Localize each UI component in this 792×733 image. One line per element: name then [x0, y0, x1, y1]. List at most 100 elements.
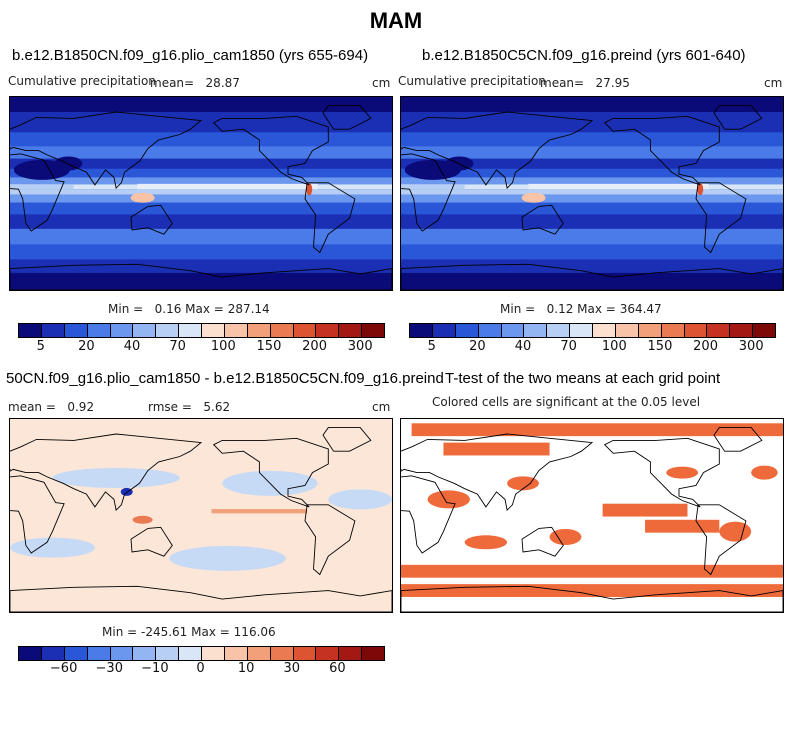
- negative-anomaly: [10, 537, 95, 558]
- significant-region: [443, 442, 550, 456]
- mean-top-left: mean= 28.87: [150, 76, 240, 90]
- continent-outline: [304, 504, 356, 576]
- significant-region: [666, 466, 699, 479]
- max-value: 364.47: [619, 302, 662, 316]
- andes-max: [697, 183, 704, 196]
- colorbar-swatch: [432, 324, 456, 337]
- colorbar-bottom-left: [18, 646, 385, 661]
- figure-title: MAM: [369, 8, 423, 33]
- colorbar-swatch: [110, 647, 134, 660]
- colorbar-swatch: [410, 324, 433, 337]
- precip-band: [401, 189, 783, 195]
- colorbar-tick-label: −10: [141, 661, 169, 676]
- units-top-left: cm: [372, 76, 391, 90]
- colorbar-swatch: [362, 324, 384, 337]
- minmax-top-left: Min = 0.16 Max = 287.14: [108, 302, 270, 316]
- mean-value: 0.92: [67, 400, 95, 414]
- colorbar-tick-label: 150: [647, 339, 673, 354]
- precip-band: [401, 132, 783, 147]
- rmse-label: rmse =: [148, 400, 192, 414]
- colorbar-swatch: [478, 324, 502, 337]
- difference-field: [10, 419, 392, 612]
- precip-band: [10, 259, 392, 273]
- colorbar-swatch: [270, 324, 294, 337]
- precip-field: [401, 97, 783, 290]
- precip-band: [401, 214, 783, 229]
- precip-band: [10, 177, 392, 185]
- colorbar-swatch: [19, 647, 42, 660]
- mean-bottom-left: mean = 0.92: [8, 400, 94, 414]
- colorbar-swatch: [661, 324, 685, 337]
- max-label: Max =: [185, 302, 224, 316]
- precip-band: [401, 177, 783, 185]
- min-label: Min =: [108, 302, 144, 316]
- precip-band: [10, 146, 392, 159]
- min-label: Min =: [102, 625, 138, 639]
- colorbar-swatch: [316, 324, 340, 337]
- colorbar-tick-label: 0: [196, 661, 205, 676]
- colorbar-swatch: [156, 324, 180, 337]
- min-value: -245.61: [141, 625, 188, 639]
- colorbar-swatch: [593, 324, 616, 337]
- continent-outline: [695, 182, 747, 254]
- precip-band: [10, 168, 392, 178]
- precip-band: [10, 194, 392, 203]
- colorbar-swatch: [501, 324, 525, 337]
- colorbar-swatch: [316, 647, 340, 660]
- significant-region: [401, 584, 783, 597]
- continent-outline: [10, 153, 65, 232]
- positive-anomaly: [132, 515, 153, 524]
- precip-band: [10, 272, 392, 290]
- panel-title-top-left: b.e12.B1850CN.f09_g16.plio_cam1850 (yrs …: [12, 47, 369, 64]
- significant-region: [549, 528, 582, 545]
- continent-outline: [401, 433, 594, 512]
- precip-band: [10, 244, 392, 260]
- mean-label: mean =: [8, 400, 56, 414]
- precip-band: [10, 214, 392, 229]
- continent-outline: [304, 182, 356, 254]
- precip-band: [10, 112, 392, 133]
- continent-outline: [401, 263, 783, 290]
- mean-value: 28.87: [205, 76, 240, 90]
- significant-region: [645, 519, 720, 533]
- continent-outline: [401, 585, 783, 612]
- rmse-value: 5.62: [203, 400, 231, 414]
- max-value: 287.14: [227, 302, 270, 316]
- colorbar-tick-label: 5: [427, 339, 436, 354]
- precip-band: [401, 259, 783, 273]
- colorbar-swatch: [64, 647, 88, 660]
- colorbar-tick-label: 20: [78, 339, 95, 354]
- units-bottom-left: cm: [372, 400, 391, 414]
- cumulative-label-top-left: Cumulative precipitation: [8, 74, 156, 88]
- continent-outline: [713, 427, 763, 452]
- significant-region: [719, 521, 752, 542]
- negative-anomaly: [328, 489, 392, 510]
- continent-outline: [603, 115, 720, 186]
- colorbar-tick-label: 40: [123, 339, 141, 354]
- diff-background: [10, 419, 392, 612]
- panel-title-bottom-right: T-test of the two means at each grid poi…: [445, 370, 721, 387]
- precip-band: [401, 244, 783, 260]
- precip-field: [10, 97, 392, 290]
- colorbar-swatch: [41, 324, 65, 337]
- precip-band: [10, 158, 392, 169]
- colorbar-swatch: [293, 324, 317, 337]
- positive-anomaly: [211, 509, 308, 514]
- precip-band: [401, 168, 783, 178]
- colorbar-swatch: [179, 647, 202, 660]
- continent-outline: [322, 427, 372, 452]
- colorbar-swatch: [293, 647, 317, 660]
- negative-anomaly: [169, 545, 286, 571]
- continent-outline: [130, 204, 173, 235]
- mean-label: mean=: [540, 76, 585, 90]
- max-value: 116.06: [233, 625, 276, 639]
- colorbar-tick-label: 70: [169, 339, 186, 354]
- colorbar-tick-label: 70: [560, 339, 577, 354]
- colorbar-swatch: [638, 324, 662, 337]
- significant-region: [427, 490, 470, 509]
- precip-map-top-right: [400, 96, 784, 291]
- colorbar-swatch: [362, 647, 384, 660]
- colorbar-swatch: [615, 324, 639, 337]
- continent-outline: [401, 475, 456, 554]
- minmax-top-right: Min = 0.12 Max = 364.47: [500, 302, 662, 316]
